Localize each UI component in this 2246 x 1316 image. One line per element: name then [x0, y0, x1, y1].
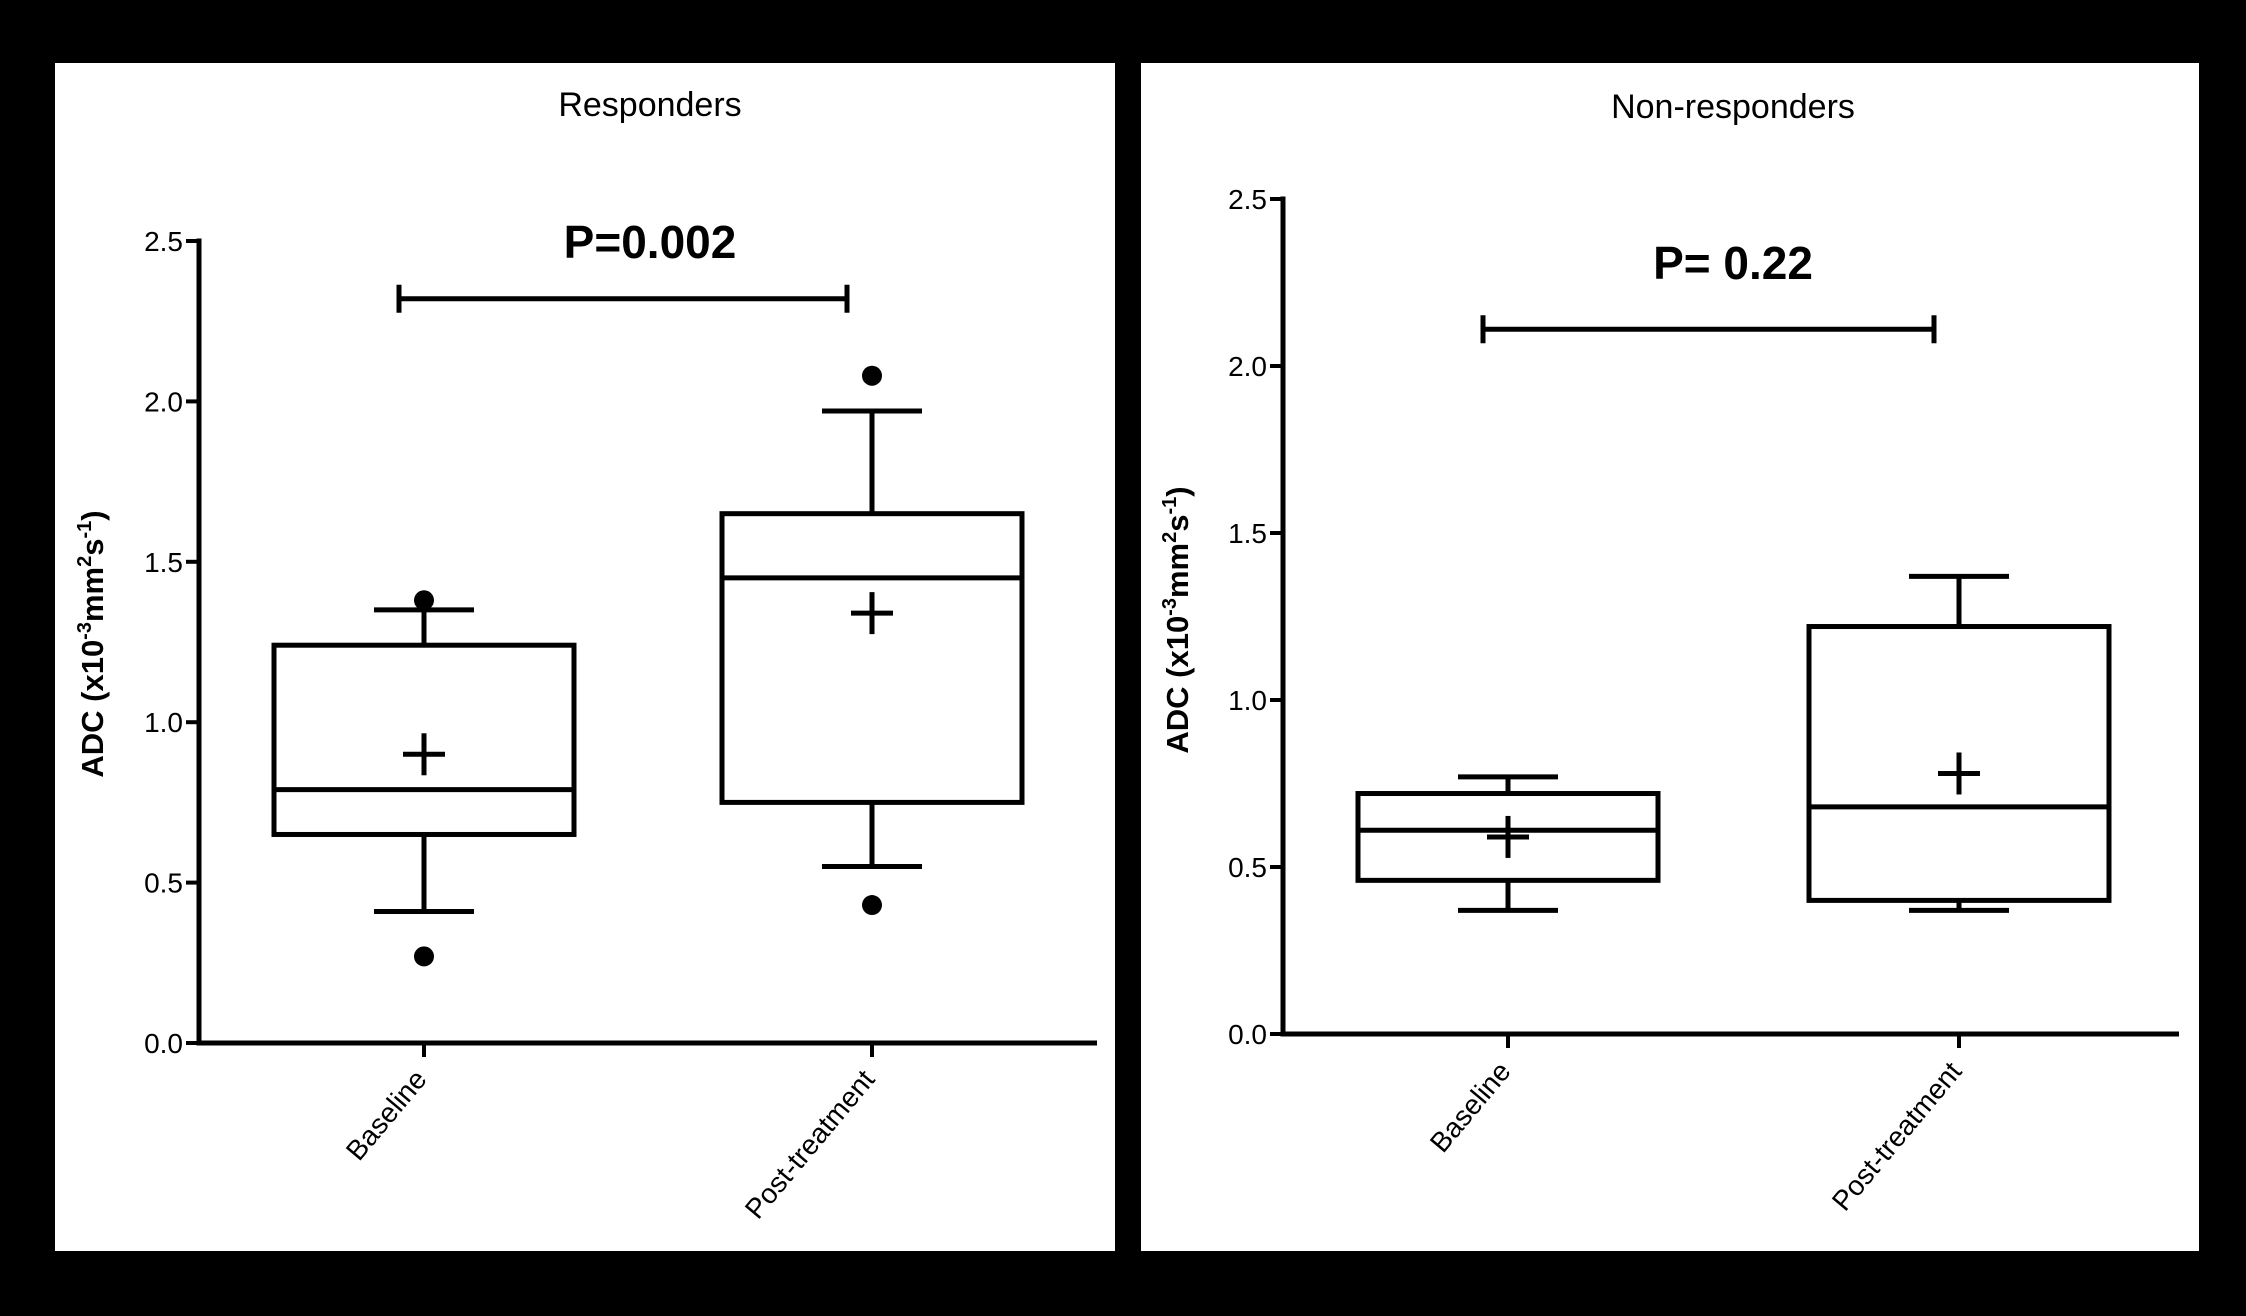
non-responders-y-tick-label: 1.5 — [1228, 518, 1267, 549]
responders-y-tick-label: 0.5 — [144, 868, 183, 899]
non-responders-y-tick-label: 2.0 — [1228, 351, 1267, 382]
responders-y-tick-label: 2.0 — [144, 386, 183, 417]
non-responders-chart-title: Non-responders — [1611, 88, 1855, 126]
non-responders-y-axis-label: ADC (x10-3mm2s-1) — [1159, 486, 1195, 753]
responders-baseline-outlier-point — [414, 946, 434, 967]
responders-chart-title: Responders — [558, 86, 741, 124]
responders-baseline-outlier-point — [414, 590, 434, 611]
responders-y-tick-label: 2.5 — [144, 226, 183, 257]
non-responders-panel: Non-responders ADC (x10-3mm2s-1) P= 0.22… — [1141, 63, 2199, 1251]
responders-post-treatment-outlier-point — [862, 365, 882, 386]
non-responders-y-tick-label: 0.0 — [1228, 1019, 1267, 1050]
responders-panel: Responders ADC (x10-3mm2s-1) P=0.002 Bas… — [55, 63, 1115, 1251]
responders-post-treatment-outlier-point — [862, 895, 882, 916]
non-responders-y-tick-label: 0.5 — [1228, 852, 1267, 883]
responders-y-tick-label: 1.5 — [144, 547, 183, 578]
responders-y-tick-label: 1.0 — [144, 707, 183, 738]
non-responders-y-tick-label: 2.5 — [1228, 184, 1267, 215]
responders-y-tick-label: 0.0 — [144, 1028, 183, 1059]
non-responders-y-tick-label: 1.0 — [1228, 685, 1267, 716]
responders-y-axis-label: ADC (x10-3mm2s-1) — [74, 510, 110, 777]
responders-p-value-label: P=0.002 — [564, 216, 737, 268]
non-responders-p-value-label: P= 0.22 — [1653, 237, 1813, 289]
responders-post-treatment-box — [719, 511, 1025, 805]
